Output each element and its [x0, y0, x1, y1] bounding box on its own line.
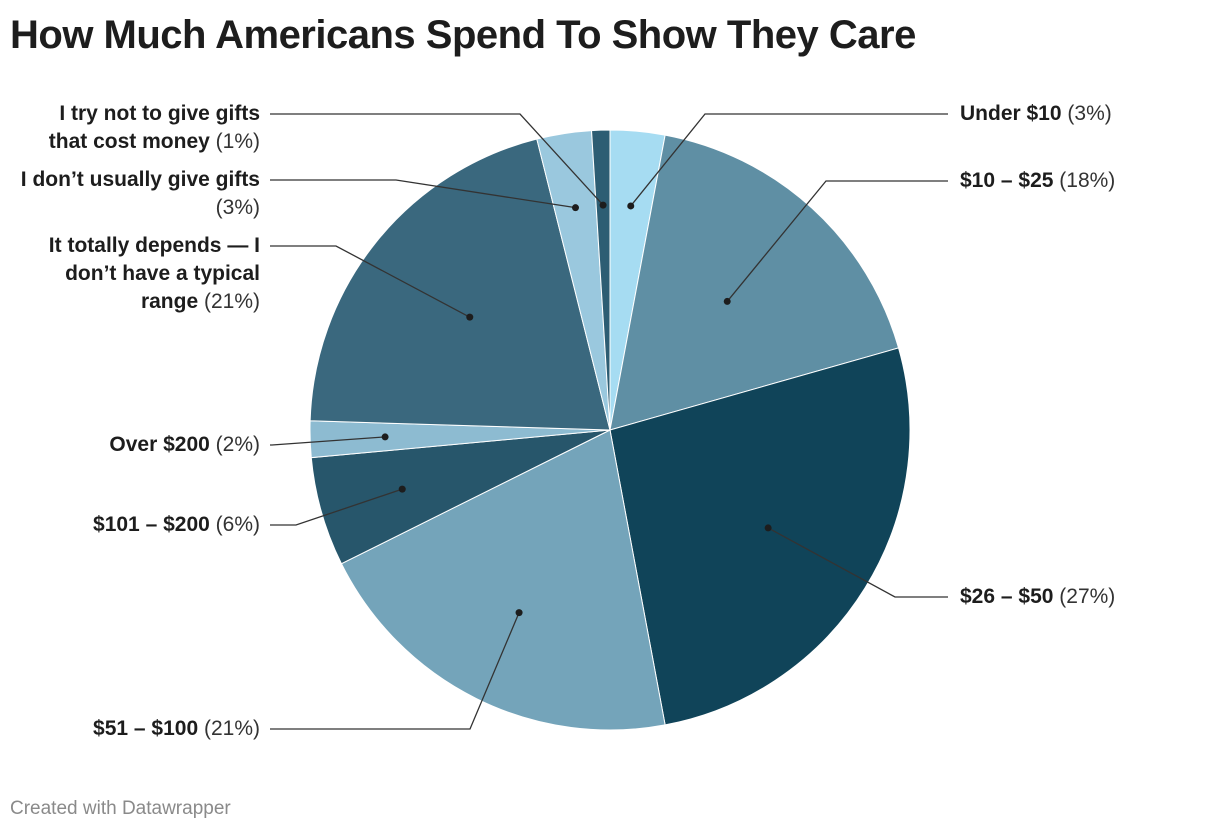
- slice-percent: (18%): [1059, 169, 1116, 192]
- leader-dot: [381, 433, 389, 441]
- slice-category: $101 – $200: [93, 513, 210, 536]
- slice-label: $51 – $100 (21%): [20, 715, 260, 743]
- slice-label: I don’t usually give gifts (3%): [20, 166, 260, 222]
- leader-line: [270, 488, 403, 526]
- slice-label: $101 – $200 (6%): [20, 511, 260, 539]
- leader-dot: [723, 297, 731, 305]
- leader-line: [726, 180, 948, 302]
- slice-category: I try not to give gifts that cost money: [48, 102, 260, 153]
- leader-dot: [764, 524, 772, 532]
- leader-dot: [466, 313, 474, 321]
- slice-label: Over $200 (2%): [20, 431, 260, 459]
- slice-percent: (6%): [215, 513, 260, 536]
- pie-chart: [270, 113, 948, 731]
- pie-slice: [609, 347, 911, 726]
- leader-dot: [398, 485, 406, 493]
- slice-percent: (21%): [203, 717, 260, 740]
- pie-slice: [609, 134, 900, 431]
- slice-label: I try not to give gifts that cost money …: [20, 100, 260, 156]
- slice-category: Under $10: [960, 102, 1062, 125]
- slice-category: $10 – $25: [960, 169, 1054, 192]
- leader-dot: [627, 202, 635, 210]
- leader-dot: [571, 204, 579, 212]
- slice-percent: (3%): [1067, 102, 1112, 125]
- slice-category: It totally depends — I don’t have a typi…: [48, 234, 260, 313]
- pie-slices: [309, 129, 911, 731]
- footer-credit: Created with Datawrapper: [10, 798, 231, 819]
- slice-percent: (3%): [215, 196, 260, 219]
- slice-percent: (21%): [203, 290, 260, 313]
- slice-percent: (27%): [1059, 585, 1116, 608]
- pie-slice: [340, 429, 666, 731]
- pie-slice: [309, 138, 611, 431]
- slice-label: It totally depends — I don’t have a typi…: [20, 232, 260, 316]
- slice-category: I don’t usually give gifts: [20, 168, 260, 191]
- leader-line: [270, 612, 520, 730]
- leader-dot: [599, 201, 607, 209]
- slice-label: Under $10 (3%): [960, 100, 1180, 128]
- leader-line: [270, 436, 386, 446]
- slice-category: Over $200: [109, 433, 210, 456]
- leader-line: [630, 113, 948, 207]
- chart-title: How Much Americans Spend To Show They Ca…: [10, 13, 916, 57]
- slice-percent: (1%): [215, 130, 260, 153]
- slice-label: $10 – $25 (18%): [960, 167, 1180, 195]
- slice-category: $51 – $100: [93, 717, 199, 740]
- leader-line: [767, 527, 948, 598]
- leader-line: [270, 245, 471, 318]
- slice-percent: (2%): [215, 433, 260, 456]
- leader-line: [270, 113, 604, 206]
- slice-label: $26 – $50 (27%): [960, 583, 1180, 611]
- leader-line: [270, 179, 576, 209]
- leader-lines: [270, 113, 948, 730]
- leader-dot: [515, 609, 523, 617]
- slice-category: $26 – $50: [960, 585, 1054, 608]
